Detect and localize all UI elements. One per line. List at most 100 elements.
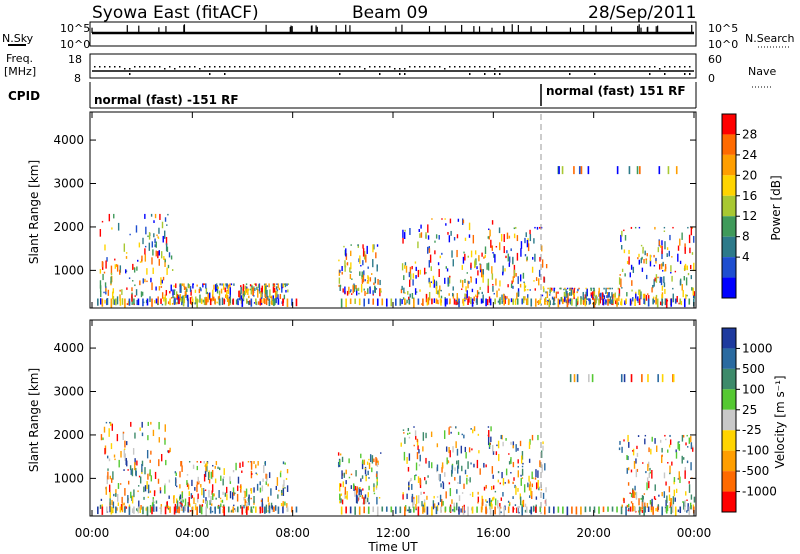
echo-cell — [361, 461, 364, 470]
echo-cell — [221, 499, 224, 503]
echo-cell — [449, 218, 452, 224]
echo-cell — [657, 504, 660, 508]
echo-cell — [591, 294, 593, 298]
echo-cell — [362, 502, 364, 505]
echo-cell — [209, 298, 212, 306]
echo-cell — [359, 255, 361, 264]
echo-cell — [515, 486, 517, 495]
echo-cell — [431, 298, 433, 305]
echo-cell — [441, 218, 443, 220]
echo-cell — [113, 454, 116, 458]
echo-cell — [241, 470, 243, 473]
echo-cell — [612, 299, 615, 304]
echo-cell — [494, 298, 496, 305]
echo-cell — [390, 506, 393, 513]
echo-cell — [545, 291, 547, 294]
echo-cell — [475, 258, 477, 266]
echo-cell — [437, 502, 440, 506]
echo-cell — [507, 479, 510, 484]
echo-cell — [274, 505, 277, 511]
echo-cell — [161, 279, 163, 284]
echo-cell — [339, 493, 341, 501]
freq-dot — [379, 66, 381, 68]
echo-cell — [141, 291, 144, 296]
echo-cell — [616, 506, 618, 513]
echo-cell — [477, 270, 479, 276]
echo-cell — [176, 506, 179, 513]
echo-cell — [354, 486, 357, 491]
echo-cell — [449, 275, 451, 278]
echo-cell — [121, 503, 124, 513]
echo-cell — [677, 509, 680, 513]
echo-cell — [339, 285, 341, 291]
echo-cell — [278, 287, 281, 291]
echo-cell — [449, 450, 451, 458]
echo-cell — [134, 284, 136, 287]
echo-cell — [686, 265, 688, 271]
echo-cell — [524, 509, 527, 513]
echo-cell — [525, 298, 528, 305]
echo-cell — [467, 298, 469, 305]
echo-cell — [366, 245, 368, 254]
echo-cell — [598, 506, 600, 514]
echo-cell — [675, 488, 678, 493]
echo-cell — [344, 492, 346, 499]
echo-cell — [270, 300, 273, 305]
freq-dot — [534, 66, 536, 68]
freq-dot — [644, 66, 646, 68]
echo-cell — [634, 298, 636, 307]
echo-cell — [214, 506, 217, 514]
freq-dot — [454, 66, 456, 68]
echo-cell — [175, 498, 178, 504]
echo-cell — [158, 227, 160, 234]
echo-cell — [144, 467, 146, 475]
echo-cell — [153, 504, 155, 512]
echo-cell — [417, 476, 420, 484]
echo-cell — [664, 298, 667, 306]
echo-cell — [367, 492, 370, 498]
echo-cell — [457, 460, 460, 469]
echo-cell — [653, 300, 655, 303]
echo-cell — [105, 260, 107, 269]
echo-cell — [649, 260, 652, 267]
freq-dot — [124, 68, 126, 70]
echo-cell — [366, 461, 369, 465]
station-title: Syowa East (fitACF) — [92, 3, 259, 23]
echo-cell — [510, 283, 513, 289]
echo-cell — [176, 302, 178, 305]
echo-cell — [200, 461, 202, 464]
echo-cell — [373, 492, 376, 495]
echo-cell — [628, 441, 630, 448]
echo-cell — [150, 450, 152, 455]
echo-cell — [680, 300, 683, 306]
echo-cell — [403, 432, 405, 434]
echo-cell — [683, 506, 686, 512]
echo-cell — [363, 459, 366, 465]
echo-cell — [563, 291, 566, 298]
echo-cell — [693, 496, 696, 503]
echo-cell — [214, 465, 216, 469]
echo-cell — [406, 493, 408, 500]
echo-cell — [611, 506, 614, 512]
echo-cell — [263, 510, 265, 513]
echo-cell — [516, 252, 519, 261]
freq-dot — [99, 66, 101, 68]
echo-cell — [638, 291, 641, 300]
echo-cell — [373, 458, 375, 463]
echo-cell — [660, 276, 663, 286]
echo-cell — [658, 240, 661, 246]
echo-cell — [578, 166, 581, 175]
echo-cell — [165, 243, 168, 252]
echo-cell — [145, 507, 147, 511]
echo-cell — [409, 480, 411, 482]
echo-cell — [362, 260, 364, 266]
echo-cell — [640, 497, 642, 500]
freq-dot — [594, 66, 596, 68]
freq-dot — [319, 66, 321, 68]
echo-cell — [635, 458, 637, 464]
echo-cell — [205, 506, 207, 516]
echo-cell — [453, 502, 455, 510]
echo-cell — [641, 501, 644, 510]
echo-cell — [512, 276, 514, 283]
echo-cell — [345, 480, 347, 485]
